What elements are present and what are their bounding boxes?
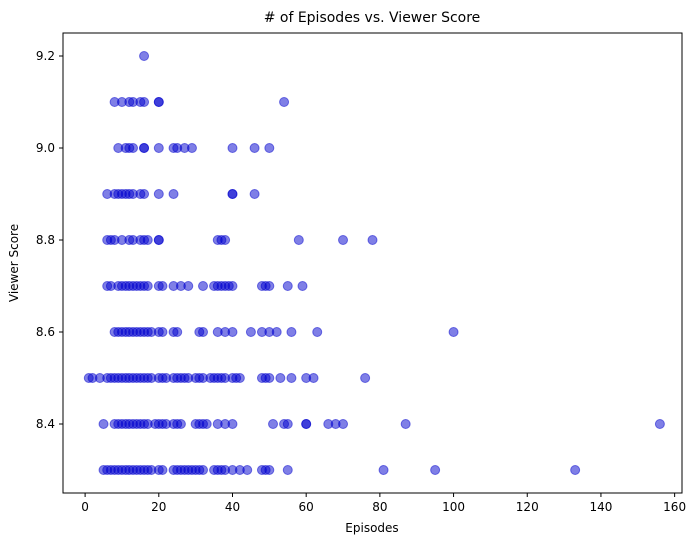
data-point [286, 373, 297, 383]
y-tick-label: 8.6 [36, 325, 55, 339]
y-axis-label: Viewer Score [7, 224, 21, 302]
data-point [139, 97, 150, 107]
x-axis: 0 20 40 60 80 100 120 140 160 [81, 493, 686, 514]
data-point [153, 97, 164, 107]
data-point [234, 373, 245, 383]
y-tick-label: 9.0 [36, 141, 55, 155]
data-point [312, 327, 323, 337]
data-point [198, 327, 209, 337]
data-point [264, 143, 275, 153]
data-point [139, 189, 150, 199]
data-point [172, 327, 183, 337]
plot-area [62, 32, 683, 494]
data-point [227, 327, 238, 337]
data-point [168, 189, 179, 199]
data-point [338, 235, 349, 245]
data-point [242, 465, 253, 475]
data-point [153, 143, 164, 153]
data-point [293, 235, 304, 245]
data-point [227, 143, 238, 153]
data-point [198, 281, 209, 291]
x-tick-label: 40 [225, 500, 240, 514]
data-point [264, 373, 275, 383]
data-point [157, 281, 168, 291]
data-point [198, 465, 209, 475]
data-point [98, 419, 109, 429]
data-point [282, 419, 293, 429]
data-point [245, 327, 256, 337]
data-point [430, 465, 441, 475]
x-tick-label: 160 [663, 500, 686, 514]
data-point [128, 143, 139, 153]
plot-frame [62, 32, 683, 494]
data-point [249, 189, 260, 199]
data-point [654, 419, 665, 429]
x-tick-label: 140 [589, 500, 612, 514]
data-point [268, 419, 279, 429]
data-point [570, 465, 581, 475]
y-axis: 8.4 8.6 8.8 9.0 9.2 [36, 49, 63, 431]
data-point [183, 281, 194, 291]
x-tick-label: 60 [299, 500, 314, 514]
y-tick-label: 9.2 [36, 49, 55, 63]
data-point [301, 419, 312, 429]
data-point [139, 143, 150, 153]
data-point [153, 235, 164, 245]
data-point [338, 419, 349, 429]
data-point [227, 189, 238, 199]
data-point [308, 373, 319, 383]
x-tick-label: 120 [516, 500, 539, 514]
data-point [227, 419, 238, 429]
data-point [220, 235, 231, 245]
data-point [367, 235, 378, 245]
data-point [448, 327, 459, 337]
data-point [378, 465, 389, 475]
data-point [264, 281, 275, 291]
data-point [279, 97, 290, 107]
data-point [157, 465, 168, 475]
data-point [157, 327, 168, 337]
data-point [186, 143, 197, 153]
data-point [201, 419, 212, 429]
y-tick-label: 8.8 [36, 233, 55, 247]
data-point [282, 465, 293, 475]
data-points [83, 51, 665, 475]
data-point [282, 281, 293, 291]
data-point [297, 281, 308, 291]
data-point [153, 189, 164, 199]
chart-title: # of Episodes vs. Viewer Score [264, 10, 481, 26]
x-tick-label: 100 [442, 500, 465, 514]
x-axis-label: Episodes [345, 521, 398, 535]
data-point [249, 143, 260, 153]
x-tick-label: 80 [372, 500, 387, 514]
x-tick-label: 0 [81, 500, 89, 514]
data-point [139, 51, 150, 61]
data-point [175, 419, 186, 429]
data-point [142, 281, 153, 291]
data-point [271, 327, 282, 337]
data-point [286, 327, 297, 337]
data-point [400, 419, 411, 429]
data-point [264, 465, 275, 475]
data-point [360, 373, 371, 383]
data-point [275, 373, 286, 383]
data-point [227, 281, 238, 291]
x-tick-label: 20 [151, 500, 166, 514]
y-tick-label: 8.4 [36, 417, 55, 431]
data-point [142, 235, 153, 245]
